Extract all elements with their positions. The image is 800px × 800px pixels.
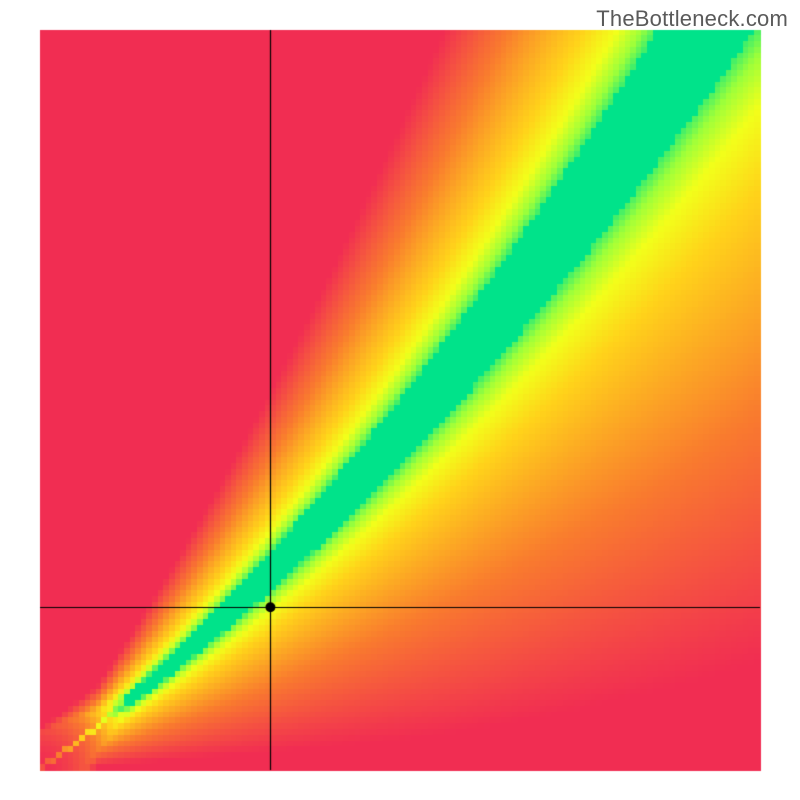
bottleneck-heatmap [0, 0, 800, 800]
chart-container: TheBottleneck.com [0, 0, 800, 800]
watermark-text: TheBottleneck.com [596, 6, 788, 32]
